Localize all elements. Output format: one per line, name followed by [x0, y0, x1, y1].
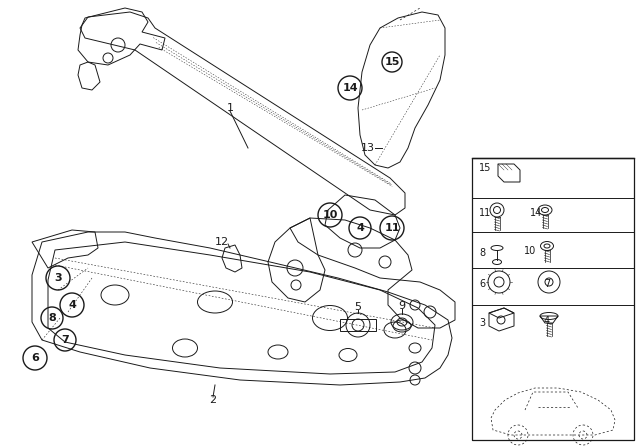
- Text: 5: 5: [355, 302, 362, 312]
- Text: 15: 15: [384, 57, 400, 67]
- Text: 7: 7: [544, 279, 550, 289]
- Text: 6: 6: [31, 353, 39, 363]
- Text: 7: 7: [61, 335, 69, 345]
- Text: 8: 8: [479, 248, 485, 258]
- Text: 10: 10: [524, 246, 536, 256]
- Text: 11: 11: [384, 223, 400, 233]
- Bar: [472, 158, 634, 440]
- Text: 4: 4: [356, 223, 364, 233]
- Bar: [472, 158, 634, 440]
- Text: 1: 1: [227, 103, 234, 113]
- Text: 4: 4: [544, 316, 550, 326]
- Text: 4: 4: [68, 300, 76, 310]
- Text: 13: 13: [361, 143, 375, 153]
- Text: 10: 10: [323, 210, 338, 220]
- Text: 11: 11: [479, 208, 492, 218]
- Text: 14: 14: [530, 208, 542, 218]
- Text: 8: 8: [48, 313, 56, 323]
- Text: 2: 2: [209, 395, 216, 405]
- Text: 15: 15: [479, 163, 492, 173]
- Text: 14: 14: [342, 83, 358, 93]
- Text: 12: 12: [215, 237, 229, 247]
- Text: 3: 3: [479, 318, 485, 328]
- Text: 9: 9: [399, 301, 406, 311]
- Text: 6: 6: [479, 279, 485, 289]
- Text: 3: 3: [54, 273, 62, 283]
